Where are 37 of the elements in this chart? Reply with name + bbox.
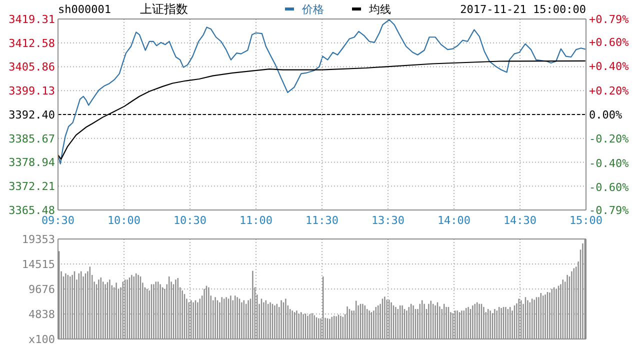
y-tick-label: 3378.94 <box>8 156 56 170</box>
y-tick-label: 3399.13 <box>8 84 55 98</box>
text: -0.40% <box>589 156 629 170</box>
y-tick-label: 3412.58 <box>8 36 55 50</box>
y-tick-label: 14515 <box>22 258 55 271</box>
y-tick-label: 3392.40 <box>8 108 55 122</box>
y-tick-label: 4838 <box>28 308 55 321</box>
text: -0.20% <box>589 132 629 146</box>
y-tick-label: 3372.21 <box>8 180 55 194</box>
text: 2017-11-21 15:00:00 <box>460 3 586 16</box>
x-tick-label: 10:30 <box>173 214 207 227</box>
y-tick-label: 3385.67 <box>8 132 55 146</box>
text: -0.79% <box>589 204 629 217</box>
x-tick-label: 13:30 <box>371 214 405 227</box>
x-tick-label: 14:00 <box>437 214 471 227</box>
chart-subtitle: sh000001 <box>58 3 111 16</box>
chart-title: 上证指数 <box>140 2 188 16</box>
x-tick-label: 10:00 <box>107 214 141 227</box>
text: -0.60% <box>589 181 629 194</box>
x-tick-label: 14:30 <box>503 214 537 227</box>
text: 0.00% <box>589 108 622 122</box>
y-tick-label: 3365.48 <box>8 204 55 217</box>
text: +0.79% <box>589 13 629 26</box>
y-tick-label: 3419.31 <box>8 13 55 26</box>
y-tick-label: x100 <box>28 333 55 346</box>
legend-label: 均线 <box>368 3 391 16</box>
x-tick-label: 09:30 <box>41 214 75 227</box>
y-tick-label: 9676 <box>28 283 55 296</box>
legend-label: 价格 <box>301 3 324 16</box>
text: +0.60% <box>589 36 629 49</box>
y-tick-label: 19353 <box>22 233 55 246</box>
text: +0.40% <box>589 60 629 74</box>
x-tick-label: 11:30 <box>305 214 339 227</box>
text: +0.20% <box>589 84 629 98</box>
x-tick-label: 11:00 <box>239 214 273 227</box>
x-tick-label: 15:00 <box>569 214 603 227</box>
y-tick-label: 3405.86 <box>8 60 55 74</box>
